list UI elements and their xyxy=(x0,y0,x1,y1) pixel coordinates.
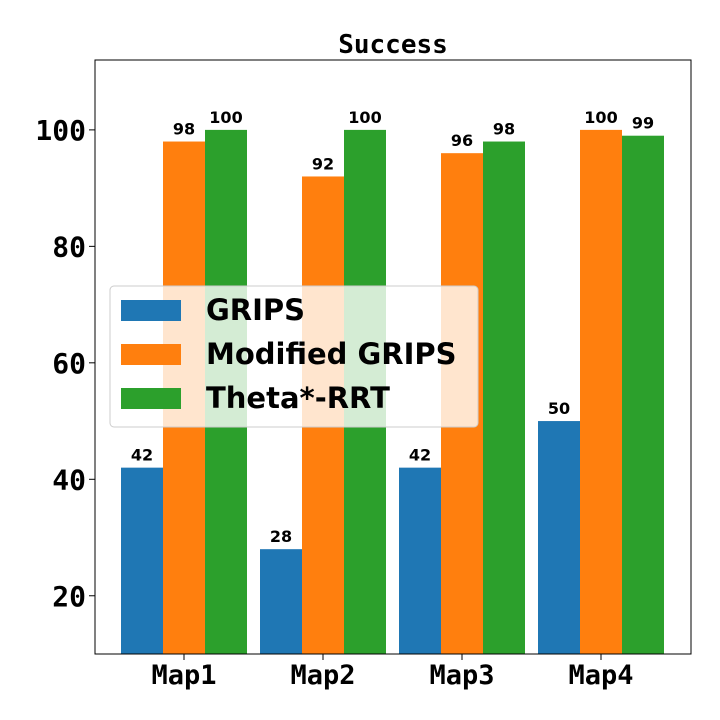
x-tick-label-map3: Map3 xyxy=(429,660,494,691)
data-label-map1-series-2: 98 xyxy=(173,120,195,139)
y-tick-label-100: 100 xyxy=(35,114,86,147)
y-tick-label-40: 40 xyxy=(52,463,86,496)
x-tick-label-map2: Map2 xyxy=(290,660,355,691)
data-label-map4-series-3: 99 xyxy=(632,114,654,133)
y-tick-label-60: 60 xyxy=(52,347,86,380)
bar-map2-series-1 xyxy=(260,549,302,654)
data-label-map1-series-3: 100 xyxy=(209,108,242,127)
bar-map4-series-3 xyxy=(622,135,664,655)
bar-map1-series-1 xyxy=(121,467,163,654)
data-label-map4-series-1: 50 xyxy=(548,399,570,418)
data-label-map1-series-1: 42 xyxy=(131,446,153,465)
legend-label-series-3: Theta*-RRT xyxy=(206,381,390,415)
plot-frame xyxy=(94,59,692,655)
bar-map4-series-2 xyxy=(580,129,622,655)
data-label-map2-series-2: 92 xyxy=(312,154,334,173)
legend: GRIPS Modified GRIPS Theta*-RRT xyxy=(109,285,479,428)
legend-swatch-series-3 xyxy=(121,388,181,409)
legend-box xyxy=(109,285,479,428)
y-tick-label-80: 80 xyxy=(52,230,86,263)
bar-map3-series-1 xyxy=(399,467,441,654)
axes-layer: Map1 Map2 Map3 Map4 20 40 60 80 100 xyxy=(35,114,633,691)
x-tick-label-map1: Map1 xyxy=(151,660,216,691)
data-label-map3-series-3: 98 xyxy=(493,120,515,139)
y-tick-label-20: 20 xyxy=(52,580,86,613)
data-label-map2-series-1: 28 xyxy=(270,527,292,546)
legend-swatch-series-2 xyxy=(121,344,181,365)
data-label-map3-series-1: 42 xyxy=(409,446,431,465)
data-label-map4-series-2: 100 xyxy=(584,108,617,127)
legend-label-series-2: Modified GRIPS xyxy=(206,337,457,371)
bar-map4-series-1 xyxy=(538,421,580,654)
x-tick-label-map4: Map4 xyxy=(568,660,633,691)
data-label-map2-series-3: 100 xyxy=(348,108,381,127)
data-labels-layer: 42 98 100 28 92 100 42 96 98 50 100 99 xyxy=(131,108,654,546)
chart-title: Success xyxy=(338,30,448,60)
bar-map3-series-3 xyxy=(483,141,525,654)
legend-label-series-1: GRIPS xyxy=(206,293,305,327)
data-label-map3-series-2: 96 xyxy=(451,131,473,150)
legend-swatch-series-1 xyxy=(121,300,181,321)
